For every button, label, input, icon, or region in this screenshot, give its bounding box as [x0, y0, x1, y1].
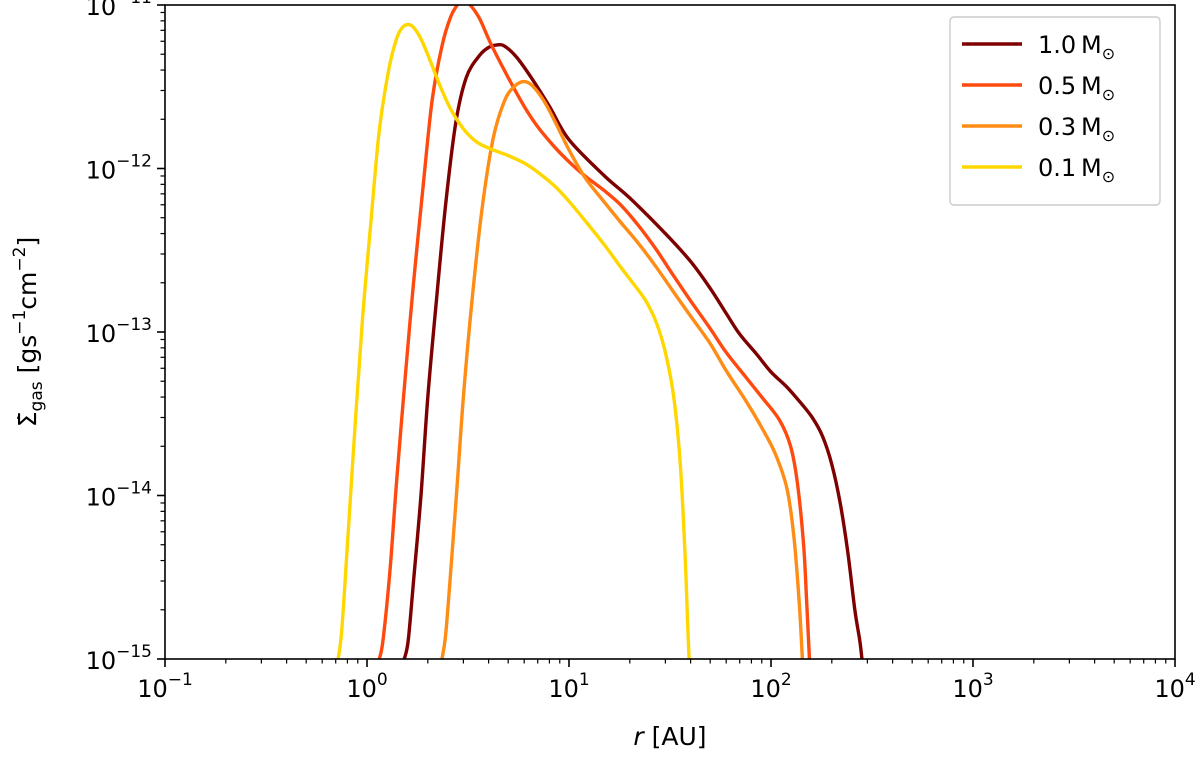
legend-label-0: 1.0 M⊙ — [1038, 31, 1115, 63]
series-line-3 — [336, 22, 691, 659]
legend-label-1: 0.5 M⊙ — [1038, 72, 1115, 104]
legend-frame — [949, 16, 1161, 206]
legend: 1.0 M⊙ 0.5 M⊙ 0.3 M⊙ 0.1 M⊙ — [949, 16, 1161, 206]
y-axis-label: Σ̇gas [gs−1cm−2] — [10, 237, 47, 427]
y-tick-label: 10−11 — [86, 0, 152, 21]
series-line-0 — [402, 42, 864, 659]
series-line-1 — [377, 5, 812, 659]
legend-label-2: 0.3 M⊙ — [1038, 113, 1115, 145]
series-line-2 — [440, 79, 805, 659]
y-tick-label: 10−14 — [86, 479, 152, 512]
x-tick-label: 101 — [548, 670, 589, 703]
y-tick-label: 10−15 — [86, 642, 152, 675]
x-tick-label: 10−1 — [137, 670, 193, 703]
x-tick-label: 103 — [952, 670, 993, 703]
ticks-layer: 10−1 100 101 102 103 104 10−15 10−14 10−13 10−12 1… — [86, 0, 1196, 703]
legend-label-3: 0.1 M⊙ — [1038, 154, 1115, 186]
axis-labels-layer: r [AU] Σ̇gas [gs−1cm−2] — [10, 237, 707, 751]
y-tick-label: 10−12 — [86, 152, 152, 185]
x-axis-label: r [AU] — [633, 722, 706, 751]
series-layer — [336, 5, 864, 659]
x-tick-label: 100 — [346, 670, 387, 703]
y-tick-label: 10−13 — [86, 315, 152, 348]
x-tick-label: 102 — [750, 670, 791, 703]
x-tick-label: 104 — [1154, 670, 1195, 703]
